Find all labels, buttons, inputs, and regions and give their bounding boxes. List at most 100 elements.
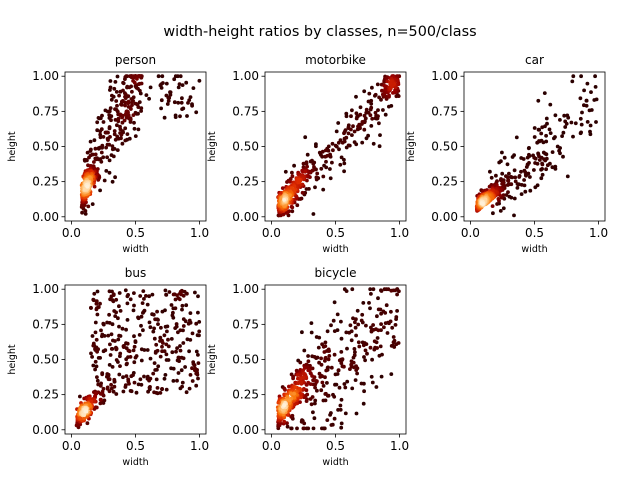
data-point [180, 384, 185, 389]
y-tick-label: 0.25 [431, 175, 458, 189]
data-point [309, 321, 314, 325]
data-point [179, 292, 184, 297]
data-point [361, 343, 366, 348]
data-point [571, 74, 576, 79]
y-tick-label: 0.50 [232, 353, 259, 367]
data-point [114, 392, 119, 396]
data-point [389, 309, 393, 314]
data-point [133, 355, 138, 360]
data-point [360, 120, 365, 124]
data-point [377, 95, 381, 100]
data-point [539, 131, 544, 136]
data-point [180, 303, 185, 308]
data-point [123, 385, 128, 389]
y-tick-label: 0.25 [32, 388, 59, 402]
data-point [390, 343, 395, 348]
data-point [336, 140, 341, 145]
data-point [102, 178, 107, 183]
data-point [113, 314, 118, 318]
data-point [369, 105, 374, 110]
y-tick-label: 1.00 [232, 282, 259, 296]
data-point [123, 138, 128, 143]
data-point [101, 120, 106, 124]
data-point [190, 379, 195, 383]
data-point [142, 374, 146, 379]
data-point [119, 136, 123, 141]
data-point [147, 96, 152, 101]
data-point [380, 352, 384, 357]
data-point [118, 351, 123, 356]
data-point [389, 372, 394, 376]
data-point [172, 77, 177, 82]
data-point [352, 347, 357, 351]
data-point [292, 184, 297, 189]
data-point [499, 178, 503, 183]
data-point [348, 323, 353, 328]
data-point [298, 360, 303, 365]
data-point [537, 154, 541, 159]
data-point [155, 348, 160, 353]
data-point [353, 325, 358, 330]
data-point [174, 324, 179, 329]
data-point [336, 121, 341, 125]
data-point [134, 390, 139, 395]
data-point [544, 116, 549, 121]
data-point [132, 380, 137, 385]
data-point [350, 108, 354, 113]
data-point [496, 197, 501, 201]
data-point [126, 377, 131, 382]
data-point [377, 144, 382, 149]
data-point [325, 153, 330, 158]
data-point [166, 99, 171, 103]
data-point [308, 371, 313, 375]
data-point [283, 388, 287, 392]
data-point [378, 307, 383, 312]
data-point [190, 366, 194, 371]
data-point [582, 88, 586, 93]
data-point [488, 169, 492, 174]
data-point [553, 135, 557, 139]
data-point [306, 368, 311, 373]
data-point [336, 368, 341, 372]
data-point [301, 161, 306, 166]
data-point [139, 358, 144, 363]
data-point [115, 103, 119, 108]
data-point [124, 327, 128, 332]
data-point [561, 130, 566, 135]
data-point [283, 169, 288, 174]
data-point [521, 157, 526, 161]
data-point [288, 179, 293, 184]
data-point [139, 323, 143, 328]
data-point [385, 331, 390, 335]
data-point [132, 344, 137, 349]
data-point [119, 133, 124, 137]
data-point [105, 155, 109, 160]
y-tick-label: 0.50 [431, 140, 458, 154]
data-point [323, 359, 327, 363]
data-point [338, 403, 343, 408]
data-point [388, 82, 393, 87]
data-point [167, 96, 172, 100]
data-point [593, 74, 597, 79]
data-point [319, 362, 324, 367]
data-point [125, 301, 130, 306]
x-tick-label: 0.5 [525, 226, 544, 240]
data-point [190, 102, 194, 107]
x-axis-label: width [521, 244, 547, 255]
data-point [111, 154, 116, 159]
data-point [141, 289, 146, 293]
data-point [354, 364, 358, 368]
data-point [340, 140, 345, 145]
data-point [524, 165, 529, 169]
data-point [384, 303, 389, 308]
y-tick-label: 0.25 [232, 388, 259, 402]
data-point [329, 365, 334, 370]
data-point [156, 322, 160, 326]
data-point [162, 333, 167, 338]
data-point [349, 362, 354, 367]
data-point [361, 401, 366, 406]
data-point [320, 426, 324, 431]
data-point [313, 401, 317, 406]
data-point [580, 110, 584, 115]
data-point [514, 135, 519, 140]
